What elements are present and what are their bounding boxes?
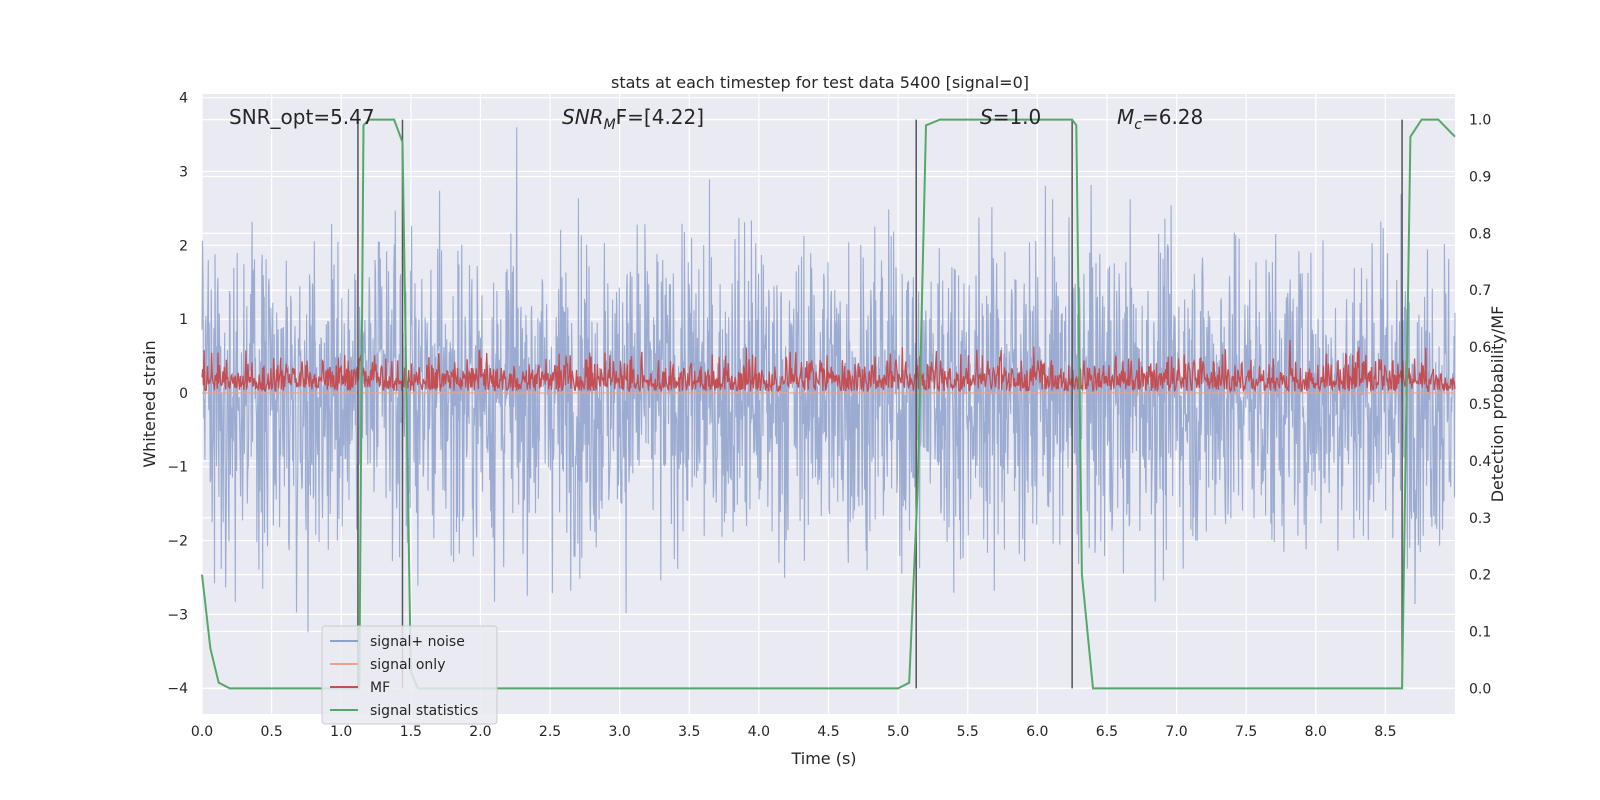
x-tick-label: 8.0	[1305, 724, 1327, 740]
x-tick-label: 5.5	[957, 724, 979, 740]
y-left-tick-label: −1	[167, 460, 188, 476]
y-right-tick-label: 0.0	[1469, 681, 1491, 697]
x-tick-label: 2.0	[469, 724, 491, 740]
annotation-snr-mf: SNRMF=[4.22]	[562, 105, 704, 133]
y-axis-left-ticks: 4 3 2 1 0 −1 −2 −3 −4	[167, 91, 188, 697]
legend: signal+ noise signal only MF signal stat…	[321, 625, 498, 725]
x-tick-label: 1.5	[400, 724, 422, 740]
noise-line	[201, 127, 1456, 633]
legend-label-signal-statistics: signal statistics	[370, 703, 478, 719]
x-tick-label: 4.0	[748, 724, 770, 740]
mf-line	[201, 339, 1456, 394]
y-left-tick-label: 4	[179, 91, 188, 107]
chart-title: stats at each timestep for test data 540…	[611, 73, 1029, 92]
x-tick-label: 7.5	[1235, 724, 1257, 740]
x-axis-ticks: 0.0 0.5 1.0 1.5 2.0 2.5 3.0 3.5 4.0 4.5 5.0 5.5 6.0 6…	[191, 724, 1397, 740]
annotation-s: S=1.0	[980, 105, 1041, 129]
y-right-tick-label: 0.7	[1469, 283, 1491, 299]
x-tick-label: 6.5	[1096, 724, 1118, 740]
x-tick-label: 3.0	[609, 724, 631, 740]
y-right-tick-label: 0.1	[1469, 625, 1491, 641]
x-tick-label: 1.0	[330, 724, 352, 740]
signal-statistics-line	[201, 118, 1456, 690]
y-right-tick-label: 0.8	[1469, 226, 1491, 242]
x-tick-label: 6.0	[1026, 724, 1048, 740]
y-right-tick-label: 0.5	[1469, 397, 1491, 413]
x-axis-label: Time (s)	[790, 749, 856, 768]
y-axis-left-label: Whitened strain	[140, 340, 159, 467]
y-left-tick-label: −2	[167, 534, 188, 550]
x-tick-label: 4.5	[817, 724, 839, 740]
series-signal-noise	[201, 127, 1456, 633]
y-right-tick-label: 0.2	[1469, 568, 1491, 584]
y-left-tick-label: 2	[179, 238, 188, 254]
x-tick-label: 8.5	[1374, 724, 1396, 740]
y-left-tick-label: −4	[167, 681, 188, 697]
y-right-tick-label: 0.6	[1469, 340, 1491, 356]
y-left-tick-label: 1	[179, 312, 188, 328]
y-right-tick-label: 0.3	[1469, 511, 1491, 527]
x-tick-label: 7.0	[1165, 724, 1187, 740]
x-tick-label: 2.5	[539, 724, 561, 740]
x-tick-label: 0.5	[260, 724, 282, 740]
legend-label-mf: MF	[370, 680, 390, 696]
series-mf	[201, 339, 1456, 394]
x-tick-label: 3.5	[678, 724, 700, 740]
annotation-snr-opt: SNR_opt=5.47	[229, 105, 375, 129]
legend-label-signal-only: signal only	[370, 657, 445, 673]
series-signal-statistics	[201, 118, 1456, 690]
legend-box	[321, 625, 498, 725]
y-left-tick-label: −3	[167, 607, 188, 623]
y-right-tick-label: 1.0	[1469, 113, 1491, 129]
y-axis-right-ticks: 1.0 0.9 0.8 0.7 0.6 0.5 0.4 0.3 0.2 0.1 0.0	[1469, 113, 1491, 698]
vertical-markers	[357, 119, 1403, 689]
y-right-tick-label: 0.4	[1469, 454, 1491, 470]
annotation-mc: Mc=6.28	[1117, 105, 1203, 133]
x-tick-label: 0.0	[191, 724, 213, 740]
y-axis-right-label: Detection probability/MF	[1488, 306, 1507, 503]
legend-label-signal-noise: signal+ noise	[370, 634, 465, 650]
y-left-tick-label: 3	[179, 165, 188, 181]
y-right-tick-label: 0.9	[1469, 169, 1491, 185]
y-left-tick-label: 0	[179, 386, 188, 402]
x-tick-label: 5.0	[887, 724, 909, 740]
